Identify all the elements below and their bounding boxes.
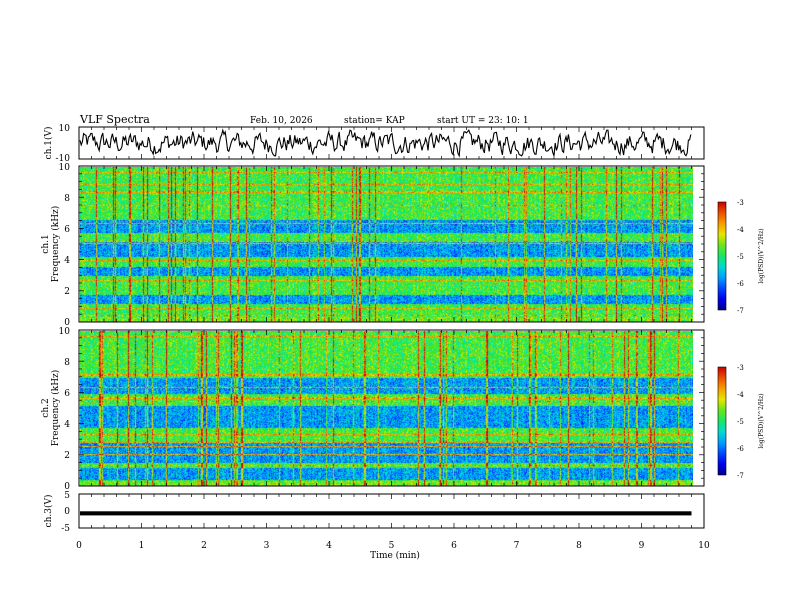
ch2-freq-tick-6: 6 [64, 389, 70, 399]
time-tick-label: 1 [139, 541, 145, 551]
time-tick-label: 3 [264, 541, 270, 551]
time-tick-label: 0 [76, 541, 82, 551]
time-tick-label: 8 [576, 541, 582, 551]
ch1-spectrogram-image [80, 167, 693, 322]
ch2-spectrogram-image [80, 331, 693, 486]
figure-title: VLF Spectra [79, 113, 150, 126]
ch2-colorbar-tick-m5: -5 [737, 418, 744, 426]
ch3-ytick-mid: 0 [64, 507, 70, 517]
ch2-colorbar-label: log(PSD)(V^2/Hz) [758, 393, 765, 448]
time-tick-label: 4 [326, 541, 332, 551]
date-label: Feb. 10, 2026 [250, 116, 313, 126]
ch1-freq-tick-6: 6 [64, 225, 70, 235]
ch1-ytick-top: 10 [59, 124, 71, 134]
ch2-spectrogram-panel: 10 8 6 4 2 0 ch.2 Frequency (kHz) -3 -4 … [41, 327, 765, 492]
ch2-colorbar-tick-m3: -3 [737, 364, 744, 372]
ch1-colorbar-tick-m5: -5 [737, 253, 744, 261]
time-axis-label: Time (min) [370, 550, 420, 561]
ch1-ytick-bottom: -10 [56, 154, 71, 164]
time-tick-label: 10 [698, 541, 710, 551]
ch2-colorbar-tick-m6: -6 [737, 445, 744, 453]
time-tick-label: 6 [451, 541, 457, 551]
ch1-frequency-ylabel: Frequency (kHz) [50, 206, 61, 283]
time-tick-label: 2 [201, 541, 207, 551]
ch2-freq-tick-2: 2 [64, 451, 70, 461]
ch2-freq-tick-8: 8 [64, 358, 70, 368]
ch3-ytick-bottom: -5 [61, 524, 70, 534]
start-time-label: start UT = 23: 10: 1 [437, 116, 529, 126]
ch1-waveform-ylabel: ch.1(V) [43, 127, 54, 160]
ch1-colorbar-tick-m4: -4 [737, 226, 744, 234]
time-tick-label: 9 [639, 541, 645, 551]
ch1-spectrogram-ticks [78, 165, 705, 323]
ch1-colorbar [717, 201, 727, 311]
ch2-channel-label: ch.2 [41, 398, 51, 417]
ch2-frequency-ylabel: Frequency (kHz) [50, 370, 61, 447]
time-tick-label: 7 [514, 541, 520, 551]
ch3-waveform-line [80, 511, 692, 516]
ch1-spectrogram-panel: 10 8 6 4 2 0 ch.1 Frequency (kHz) -3 -4 … [41, 163, 765, 328]
ch1-freq-tick-8: 8 [64, 194, 70, 204]
time-axis-tick-labels: 0 1 2 3 4 5 6 7 8 9 10 [76, 541, 710, 551]
ch1-waveform-panel: 10 -10 ch.1(V) [43, 124, 705, 164]
ch1-freq-tick-4: 4 [64, 256, 70, 266]
ch1-colorbar-tick-m7: -7 [737, 307, 744, 315]
ch2-freq-tick-4: 4 [64, 420, 70, 430]
ch1-colorbar-tick-m3: -3 [737, 199, 744, 207]
ch3-waveform-frame [78, 493, 705, 529]
ch2-colorbar [717, 366, 727, 476]
ch1-freq-tick-2: 2 [64, 287, 70, 297]
ch2-colorbar-tick-m4: -4 [737, 391, 744, 399]
ch2-freq-tick-10: 10 [59, 327, 71, 337]
ch1-waveform-line [79, 128, 692, 158]
ch2-colorbar-tick-m7: -7 [737, 472, 744, 480]
ch1-channel-label: ch.1 [41, 234, 51, 253]
ch1-freq-tick-0: 0 [64, 318, 70, 328]
ch1-colorbar-label: log(PSD)(V^2/Hz) [758, 228, 765, 283]
time-tick-label: 5 [389, 541, 395, 551]
ch3-waveform-ylabel: ch.3(V) [43, 495, 54, 528]
ch2-freq-tick-0: 0 [64, 482, 70, 492]
ch1-waveform-ticks [78, 127, 705, 159]
ch1-colorbar-tick-m6: -6 [737, 280, 744, 288]
ch2-spectrogram-ticks [78, 329, 705, 487]
ch1-freq-tick-10: 10 [59, 163, 71, 173]
ch3-waveform-panel: 5 0 -5 ch.3(V) [43, 491, 705, 534]
ch3-ytick-top: 5 [64, 491, 70, 501]
ch3-waveform-ticks [78, 494, 705, 528]
station-label: station= KAP [344, 116, 405, 126]
